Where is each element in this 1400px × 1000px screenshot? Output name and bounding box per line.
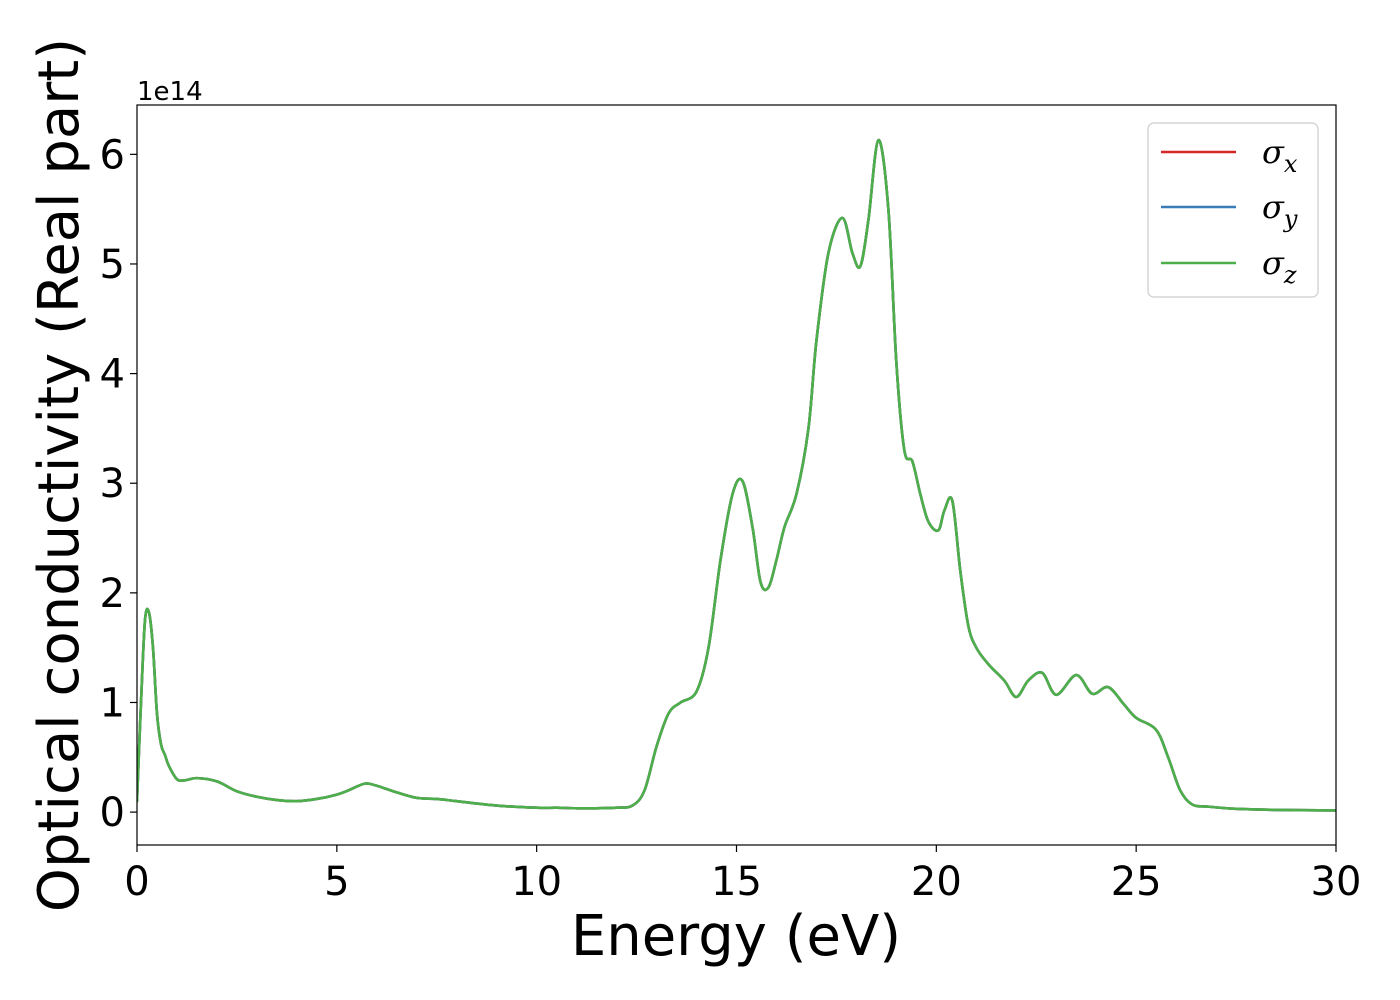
y-tick-label: 2	[100, 571, 125, 617]
legend-box	[1147, 122, 1319, 298]
y-axis-label: Optical conductivity (Real part)	[27, 38, 92, 912]
legend-label: σz	[1262, 244, 1297, 289]
x-tick-label: 0	[124, 859, 149, 905]
y-tick-label: 4	[100, 352, 125, 398]
y-tick-label: 5	[100, 242, 125, 288]
legend-label: σy	[1262, 188, 1298, 233]
x-axis: 0 5 10 15 20 25 30	[124, 845, 1361, 905]
x-axis-label: Energy (eV)	[571, 904, 901, 969]
series-sigma-z-line	[137, 138, 1336, 812]
x-tick-label: 15	[711, 859, 762, 905]
y-tick-label: 6	[100, 132, 125, 178]
x-tick-label: 25	[1111, 859, 1162, 905]
series-layer	[137, 138, 1336, 812]
x-tick-label: 30	[1311, 859, 1362, 905]
plot-background	[137, 105, 1336, 845]
legend-label: σx	[1262, 133, 1298, 178]
y-tick-label: 1	[100, 680, 125, 726]
y-tick-label: 0	[100, 790, 125, 836]
x-tick-label: 20	[911, 859, 962, 905]
y-offset-label: 1e14	[137, 77, 203, 107]
x-tick-label: 10	[511, 859, 562, 905]
y-tick-label: 3	[100, 461, 125, 507]
legend: σx σy σz	[1147, 122, 1319, 298]
x-tick-label: 5	[324, 859, 349, 905]
y-axis: 0 1 2 3 4 5 6	[100, 132, 137, 836]
